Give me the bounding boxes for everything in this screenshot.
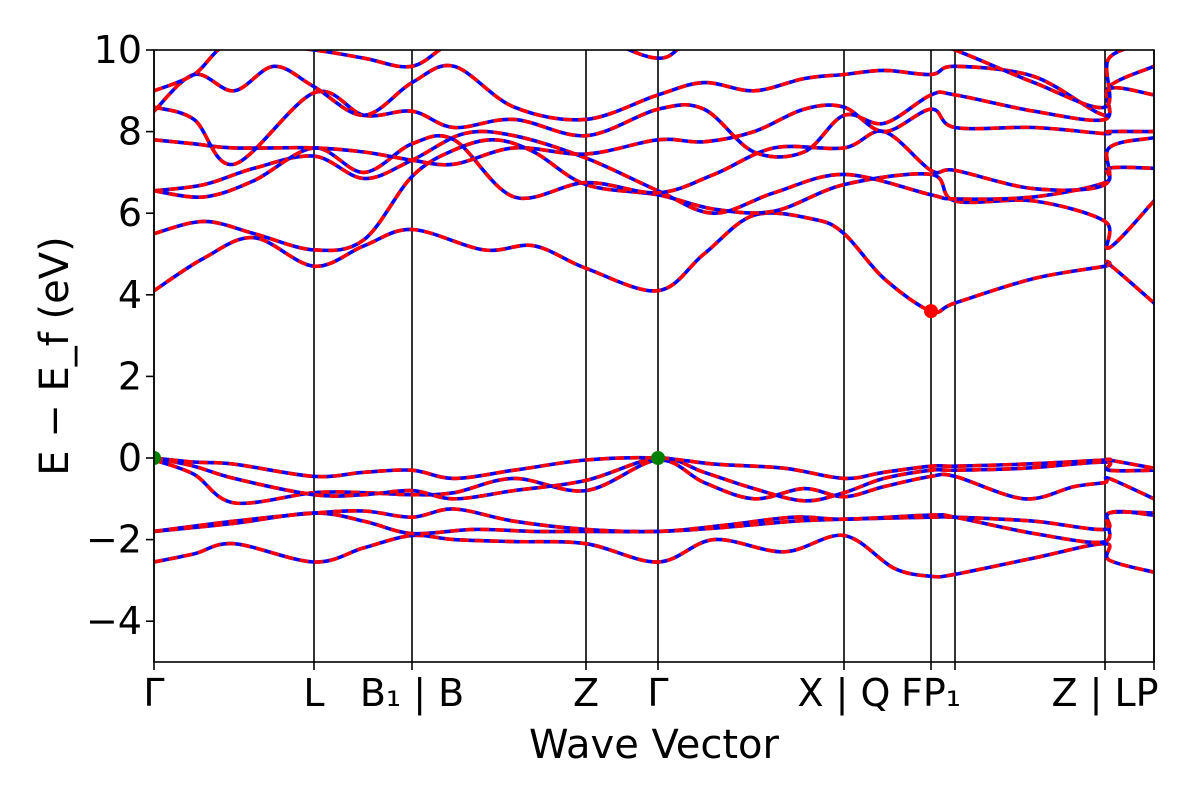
y-tick-label: −2 <box>86 518 142 562</box>
band-line-spin-up <box>154 50 1128 110</box>
band-line-spin-up <box>154 103 1154 167</box>
band-line-spin-up <box>154 456 1154 503</box>
vbm-marker <box>154 451 161 465</box>
x-tick-label: Z | LP <box>1051 671 1158 716</box>
y-axis-ticks: −4 −2 0 2 4 6 8 10 <box>86 28 154 643</box>
x-axis-ticks: Γ L B₁ | B Z Γ X | Q FP₁ Z | LP <box>143 662 1159 716</box>
y-tick-label: 2 <box>118 354 142 398</box>
y-axis-title: E − E_f (eV) <box>32 236 78 475</box>
cbm-marker <box>924 304 938 319</box>
band-line-spin-up <box>154 507 1154 545</box>
x-tick-label: B₁ | B <box>360 671 464 716</box>
extrema-markers <box>154 304 938 465</box>
y-tick-label: 8 <box>118 110 142 154</box>
y-tick-label: 4 <box>118 273 142 317</box>
x-tick-label: L <box>303 671 324 715</box>
plot-frame <box>153 49 1155 663</box>
x-axis-title: Wave Vector <box>529 722 780 768</box>
band-line-spin-down <box>154 533 1154 579</box>
band-line-spin-up <box>154 458 1154 506</box>
y-tick-label: 0 <box>118 436 142 480</box>
band-line-spin-up <box>154 455 1154 481</box>
x-tick-label: FP₁ <box>901 671 961 715</box>
x-tick-label: Γ <box>143 671 164 715</box>
y-tick-label: 6 <box>118 191 142 235</box>
band-lines <box>154 50 1154 579</box>
x-tick-label: X | Q <box>798 671 891 716</box>
band-line-spin-up <box>154 533 1154 579</box>
x-tick-label: Z <box>573 671 599 715</box>
y-tick-label: −4 <box>86 599 142 643</box>
y-tick-label: 10 <box>94 28 142 72</box>
vbm-marker <box>651 451 665 465</box>
band-line-spin-up <box>154 129 1154 216</box>
band-line-spin-up <box>154 86 1154 167</box>
band-line-spin-up <box>154 211 1154 315</box>
x-tick-label: Γ <box>647 671 668 715</box>
